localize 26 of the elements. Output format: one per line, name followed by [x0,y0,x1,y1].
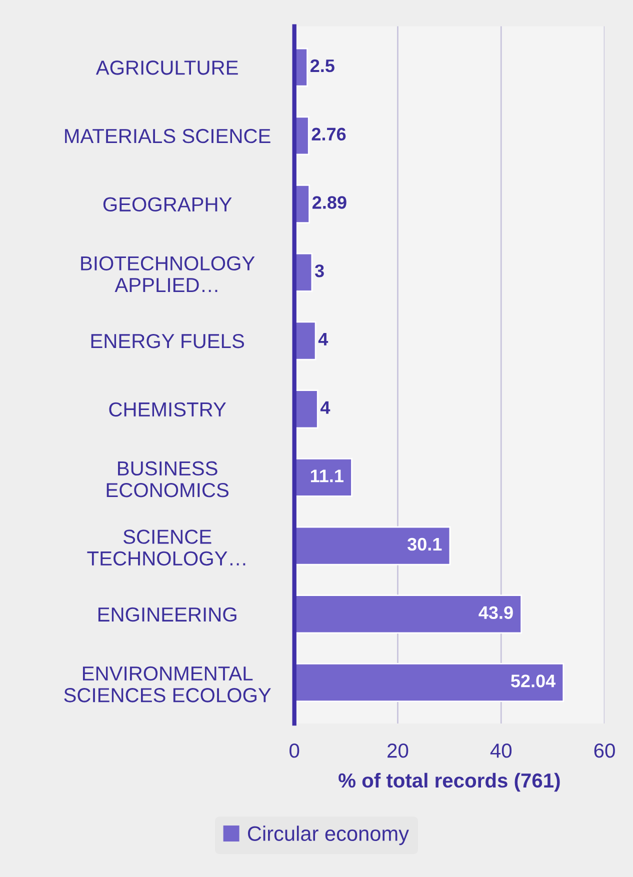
y-tick-label: SCIENCE TECHNOLOGY… [87,530,246,566]
data-label: 52.04 [510,674,556,688]
data-label: 11.1 [310,470,344,482]
x-tick-label: 60 [594,744,615,758]
legend-label: Circular economy [248,826,409,846]
y-tick-label: MATERIALS SCIENCE [65,128,270,144]
y-tick-label: ENERGY FUELS [91,334,244,348]
data-label: 4 [318,332,328,346]
y-tick-label: AGRICULTURE [96,60,238,75]
y-tick-label: BIOTECHNOLOGY APPLIED… [81,256,255,292]
y-tick-label: ENVIRONMENTAL SCIENCES ECOLOGY [64,666,271,702]
data-label: 2.5 [310,59,334,72]
data-label: 3 [314,264,324,278]
x-tick-label: 40 [490,744,512,758]
x-tick-label: 20 [388,744,408,758]
y-tick-label: CHEMISTRY [109,402,226,417]
x-axis-title: % of total records (761) [338,772,560,792]
data-label: 30.1 [407,538,442,551]
x-tick-label: 0 [290,744,300,758]
y-tick-label: GEOGRAPHY [103,197,232,212]
y-tick-label: ENGINEERING [98,607,236,622]
data-label: 43.9 [478,606,513,620]
data-label: 2.76 [312,128,346,141]
y-tick-label: BUSINESS ECONOMICS [106,461,228,498]
data-label: 2.89 [312,196,346,209]
data-label: 4 [320,401,330,414]
